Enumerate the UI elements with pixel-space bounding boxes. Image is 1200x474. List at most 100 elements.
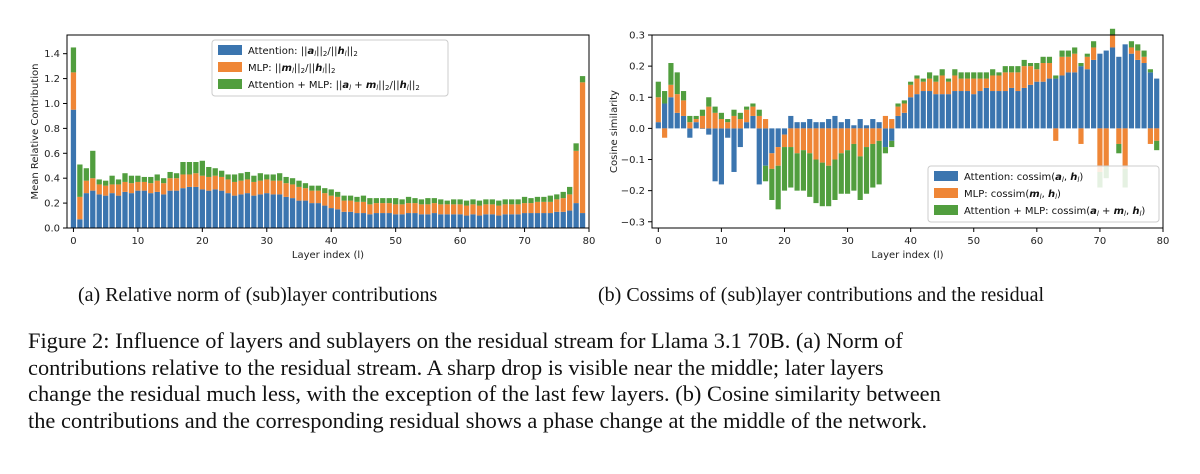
bar-a-s1-layer-6: [109, 193, 115, 228]
bar-b-s1-layer-69: [1091, 59, 1097, 129]
bar-b-s1-layer-16: [756, 128, 762, 185]
bar-a-s3-layer-66: [496, 200, 502, 206]
bar-b-s3-layer-30: [844, 150, 851, 194]
x-axis-title-a: Layer index (l): [292, 250, 364, 261]
bar-a-s1-layer-17: [180, 188, 186, 228]
bar-b-s3-layer-79: [1154, 140, 1160, 151]
bar-b-s3-layer-67: [1078, 63, 1084, 67]
bar-b-s1-layer-74: [1122, 44, 1128, 129]
y-tick-label-a: 0.4: [44, 174, 60, 185]
bar-a-s3-layer-20: [199, 160, 205, 176]
bar-b-s1-layer-33: [863, 125, 870, 129]
bar-a-s1-layer-67: [502, 214, 508, 228]
bar-b-s3-layer-36: [882, 147, 889, 154]
bar-b-s1-layer-31: [851, 125, 857, 129]
bar-b-s2-layer-60: [1034, 69, 1040, 82]
bar-b-s3-layer-78: [1147, 69, 1153, 73]
bar-b-s3-layer-60: [1034, 63, 1040, 70]
bar-b-s1-layer-62: [1046, 78, 1053, 129]
bar-b-s1-layer-35: [876, 122, 882, 129]
bar-a-s1-layer-12: [148, 193, 154, 228]
x-tick-label-b: 50: [967, 236, 980, 247]
bar-a-s3-layer-1: [77, 164, 83, 197]
bar-a-s1-layer-57: [438, 214, 444, 228]
series-a-2: [70, 72, 586, 220]
bar-b-s3-layer-18: [769, 168, 775, 200]
bar-a-s2-layer-60: [457, 204, 463, 215]
bar-a-s1-layer-20: [199, 189, 205, 228]
bar-a-s3-layer-48: [380, 198, 386, 204]
bar-b-s3-layer-8: [706, 97, 712, 107]
x-tick-label-a: 10: [132, 236, 145, 247]
legend-a-label-1: Attention: ||al||2/||hl||2: [248, 46, 358, 58]
bar-b-s2-layer-12: [731, 115, 737, 129]
y-tick-label-a: 0.6: [44, 149, 60, 160]
bar-b-s3-layer-72: [1109, 28, 1116, 35]
bar-b-s1-layer-15: [750, 115, 756, 129]
bar-a-s3-layer-22: [212, 168, 218, 176]
bar-b-s2-layer-24: [807, 128, 813, 154]
bar-a-s3-layer-11: [141, 176, 147, 182]
legend-b-swatch-1: [934, 171, 958, 181]
bar-a-s2-layer-65: [489, 204, 495, 215]
legend-b-label-1: Attention: cossim(al, hl): [964, 172, 1083, 184]
bar-b-s2-layer-3: [674, 94, 680, 113]
figure-caption: Figure 2: Influence of layers and sublay…: [28, 328, 1178, 434]
bar-a-s3-layer-2: [83, 168, 89, 181]
bar-b-s1-layer-50: [971, 94, 977, 129]
bar-a-s2-layer-73: [541, 201, 547, 214]
bar-b-s3-layer-0: [655, 81, 661, 98]
bar-b-s3-layer-58: [1021, 59, 1027, 67]
bar-b-s1-layer-48: [958, 91, 964, 129]
bar-b-s3-layer-69: [1091, 41, 1097, 48]
bar-b-s2-layer-15: [750, 106, 756, 116]
bar-a-s1-layer-16: [173, 190, 180, 228]
bar-a-s2-layer-9: [128, 183, 135, 194]
bar-a-s3-layer-78: [573, 143, 579, 151]
bar-b-s3-layer-49: [964, 72, 971, 79]
bar-a-s2-layer-45: [360, 201, 367, 214]
bar-a-s3-layer-65: [489, 199, 495, 205]
bar-a-s2-layer-48: [380, 203, 386, 214]
x-tick-label-a: 60: [454, 236, 467, 247]
bar-b-s3-layer-59: [1027, 63, 1034, 67]
bar-b-s2-layer-34: [870, 128, 876, 144]
bar-b-s1-layer-1: [662, 103, 668, 129]
bar-a-s1-layer-69: [515, 214, 521, 228]
legend-b-label-2: MLP: cossim(ml, hl): [964, 189, 1061, 201]
bar-b-s3-layer-53: [990, 69, 996, 76]
bar-a-s2-layer-16: [173, 178, 180, 191]
bar-b-s2-layer-50: [971, 78, 977, 95]
bar-b-s2-layer-35: [876, 128, 882, 141]
bar-a-s3-layer-31: [270, 174, 276, 181]
bar-a-s3-layer-19: [193, 162, 199, 174]
subcaption-a: (a) Relative norm of (sub)layer contribu…: [78, 284, 438, 306]
bar-b-s3-layer-51: [977, 72, 983, 79]
bar-b-s2-layer-46: [945, 81, 952, 95]
series-b-3: [655, 28, 1160, 210]
bar-a-s1-layer-11: [141, 190, 147, 228]
bar-b-s1-layer-64: [1059, 75, 1065, 129]
bar-a-s2-layer-2: [83, 180, 89, 194]
bar-b-s2-layer-75: [1128, 47, 1135, 54]
bar-b-s1-layer-71: [1103, 50, 1109, 129]
legend-a: Attention: ||al||2/||hl||2 MLP: ||ml||2/|…: [211, 39, 449, 97]
bar-a-s2-layer-35: [296, 186, 302, 201]
bar-a-s2-layer-27: [244, 179, 251, 194]
bar-a-s2-layer-31: [270, 180, 276, 195]
bar-a-s1-layer-9: [128, 193, 135, 228]
bar-a-s3-layer-60: [457, 199, 463, 205]
bar-a-s1-layer-71: [528, 213, 534, 228]
bar-b-s3-layer-16: [756, 109, 762, 116]
bar-a-s3-layer-71: [528, 198, 534, 204]
x-tick-label-a: 80: [583, 236, 596, 247]
bar-a-s2-layer-34: [289, 184, 296, 199]
legend-b-swatch-2: [934, 188, 958, 198]
x-tick-label-a: 30: [260, 236, 273, 247]
bar-a-s2-layer-55: [425, 204, 431, 215]
bar-a-s1-layer-41: [335, 209, 341, 228]
bar-b-s1-layer-10: [718, 128, 724, 185]
bar-a-s2-layer-64: [483, 204, 489, 215]
bar-a-s2-layer-67: [502, 204, 508, 215]
bar-a-s3-layer-21: [206, 166, 212, 177]
